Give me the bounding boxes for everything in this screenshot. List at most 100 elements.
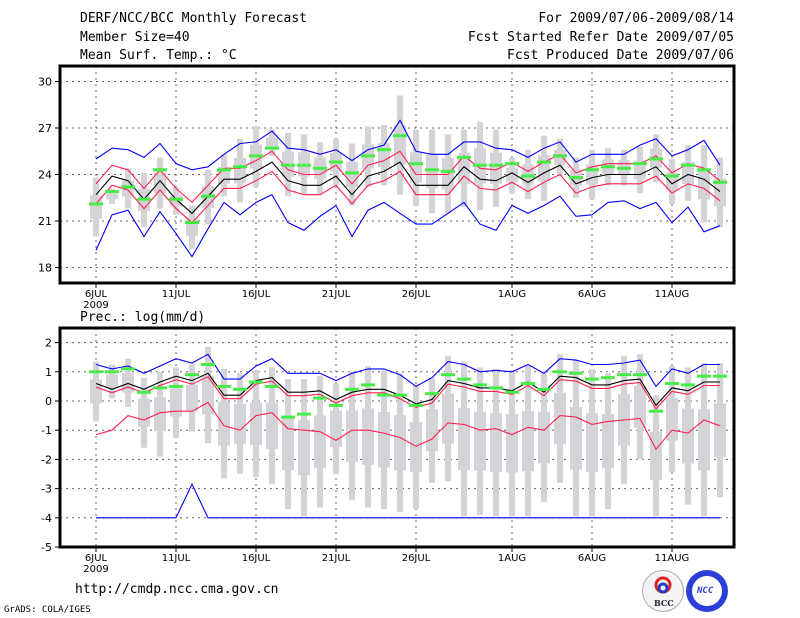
precip-observed-mark [649, 409, 663, 413]
precip-observed-mark [521, 381, 535, 385]
temp-observed-mark [265, 146, 279, 150]
temp-observed-mark [249, 154, 263, 158]
temp-xtick-label: 11JUL [162, 289, 191, 300]
precip-observed-mark [489, 386, 503, 390]
ncc-logo: NCC [686, 570, 728, 612]
precip-ytick-label: -3 [41, 483, 52, 496]
precip-ensemble-box [330, 410, 342, 447]
temp-ensemble-box [410, 152, 422, 183]
precip-ensemble-box [218, 401, 230, 446]
precip-observed-mark [441, 373, 455, 377]
precip-ensemble-box [650, 431, 662, 480]
precip-ytick-label: -1 [41, 424, 52, 437]
temp-observed-mark [649, 157, 663, 161]
precip-observed-mark [393, 393, 407, 397]
precip-ensemble-box [250, 402, 262, 445]
temp-observed-mark [633, 162, 647, 166]
precip-panel-title: Prec.: log(mm/d) [80, 310, 206, 325]
precip-ensemble-box [138, 398, 150, 427]
precip-ensemble-box [522, 411, 534, 472]
precip-plot-frame [58, 326, 736, 549]
temp-observed-mark [553, 154, 567, 158]
temp-observed-mark [217, 168, 231, 172]
precip-xtick-label: 1AUG [498, 553, 526, 564]
temp-xtick-label: 16JUL [242, 289, 271, 300]
temp-ensemble-box [234, 157, 246, 184]
temp-xtick-label: 6JUL [85, 289, 108, 300]
temp-ensemble-box [554, 150, 566, 165]
temp-observed-mark [665, 174, 679, 178]
precip-ensemble-box [458, 408, 470, 470]
temp-observed-mark [329, 160, 343, 164]
precip-ytick-label: -2 [41, 453, 52, 466]
precip-ensemble-box [602, 413, 614, 469]
precip-observed-mark [601, 376, 615, 380]
precip-year-label: 2009 [83, 564, 108, 575]
precip-series-min [96, 482, 720, 519]
forecast-period: For 2009/07/06-2009/08/14 [538, 11, 734, 26]
precip-observed-mark [569, 371, 583, 375]
precip-observed-mark [361, 383, 375, 387]
temp-observed-mark [409, 162, 423, 166]
temp-ytick-label: 24 [38, 169, 52, 182]
temp-ensemble-box [682, 161, 694, 185]
precip-ensemble-box [170, 388, 182, 417]
precip-series-lower [95, 401, 721, 451]
chart-title: DERF/NCC/BCC Monthly Forecast [80, 11, 307, 26]
precip-observed-mark [265, 384, 279, 388]
temp-series-min [95, 193, 721, 258]
source-url[interactable]: http://cmdp.ncc.cma.gov.cn [75, 582, 279, 597]
precip-ensemble-box [122, 373, 134, 393]
temp-observed-mark [457, 155, 471, 159]
precip-ensemble-box [490, 413, 502, 473]
precip-series-max [95, 353, 720, 388]
precip-ensemble-box [634, 385, 646, 428]
precip-observed-mark [233, 387, 247, 391]
temp-ensemble-box [458, 152, 470, 184]
temp-year-label: 2009 [83, 300, 108, 311]
temp-observed-mark [89, 202, 103, 206]
temp-observed-mark [137, 197, 151, 201]
precip-observed-mark [473, 383, 487, 387]
precip-ensemble-box [362, 408, 374, 466]
temp-ensemble-box [170, 195, 182, 207]
temp-ensemble-box [538, 155, 550, 182]
temp-ensemble-box [490, 152, 502, 184]
temp-observed-mark [441, 169, 455, 173]
precip-observed-mark [585, 377, 599, 381]
temp-observed-mark [233, 165, 247, 169]
temp-observed-mark [201, 194, 215, 198]
precip-observed-mark [553, 370, 567, 374]
temp-observed-mark [361, 154, 375, 158]
precip-observed-mark [185, 373, 199, 377]
temp-observed-mark [713, 180, 727, 184]
temp-xtick-label: 21JUL [322, 289, 351, 300]
temp-ensemble-box [154, 172, 166, 194]
temp-xtick-label: 6AUG [578, 289, 606, 300]
temp-observed-mark [297, 163, 311, 167]
precip-ensemble-box [234, 403, 246, 444]
temp-observed-mark [345, 171, 359, 175]
variable-label: Mean Surf. Temp.: °C [80, 48, 237, 63]
precip-ensemble-box [298, 420, 310, 476]
precip-ensemble-box [570, 406, 582, 470]
precip-xtick-label: 21JUL [322, 553, 351, 564]
precip-ensemble-box [186, 384, 198, 412]
temp-ensemble-box [714, 178, 726, 207]
temp-ensemble-box [266, 137, 278, 148]
precip-observed-mark [681, 383, 695, 387]
precip-observed-mark [617, 373, 631, 377]
temp-observed-mark [489, 163, 503, 167]
temp-observed-mark [505, 162, 519, 166]
precip-observed-mark [217, 384, 231, 388]
precip-xtick-label: 16JUL [242, 553, 271, 564]
temp-ensemble-box [586, 164, 598, 185]
precip-observed-mark [89, 370, 103, 374]
precip-ensemble-box [202, 375, 214, 415]
temp-xtick-label: 26JUL [402, 289, 431, 300]
temp-observed-mark [537, 160, 551, 164]
precip-ensemble-box [698, 409, 710, 471]
precip-xtick-label: 6JUL [85, 553, 108, 564]
precip-ensemble-box [554, 392, 566, 445]
